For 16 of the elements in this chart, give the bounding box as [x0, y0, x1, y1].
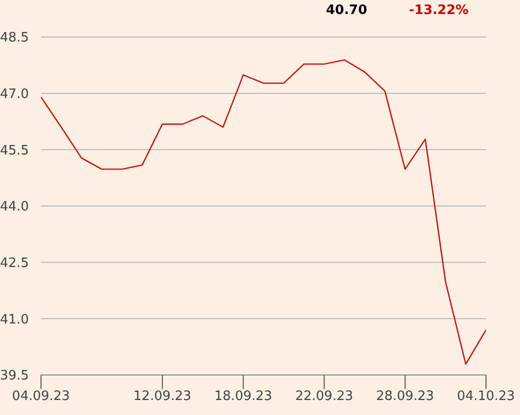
y-tick-label: 45.5 [0, 143, 29, 158]
y-tick-label: 42.5 [0, 256, 29, 271]
y-tick-label: 48.5 [0, 30, 29, 46]
x-tick-label: 04.10.23 [457, 389, 515, 404]
text: 40.70 [326, 3, 368, 18]
x-tick-label: 12.09.23 [133, 389, 192, 404]
line-series [41, 59, 486, 365]
text: -13.22% [409, 3, 469, 18]
x-tick-label: 28.09.23 [376, 389, 434, 404]
y-tick-label: 44.0 [0, 200, 29, 215]
x-tick-label: 04.09.23 [12, 389, 70, 404]
x-tick-label: 18.09.23 [214, 389, 272, 404]
y-tick-label: 41.0 [0, 312, 29, 328]
y-tick-label: 47.0 [0, 86, 29, 102]
y-tick-label: 39.5 [0, 368, 29, 384]
x-tick-label: 22.09.23 [295, 389, 354, 404]
